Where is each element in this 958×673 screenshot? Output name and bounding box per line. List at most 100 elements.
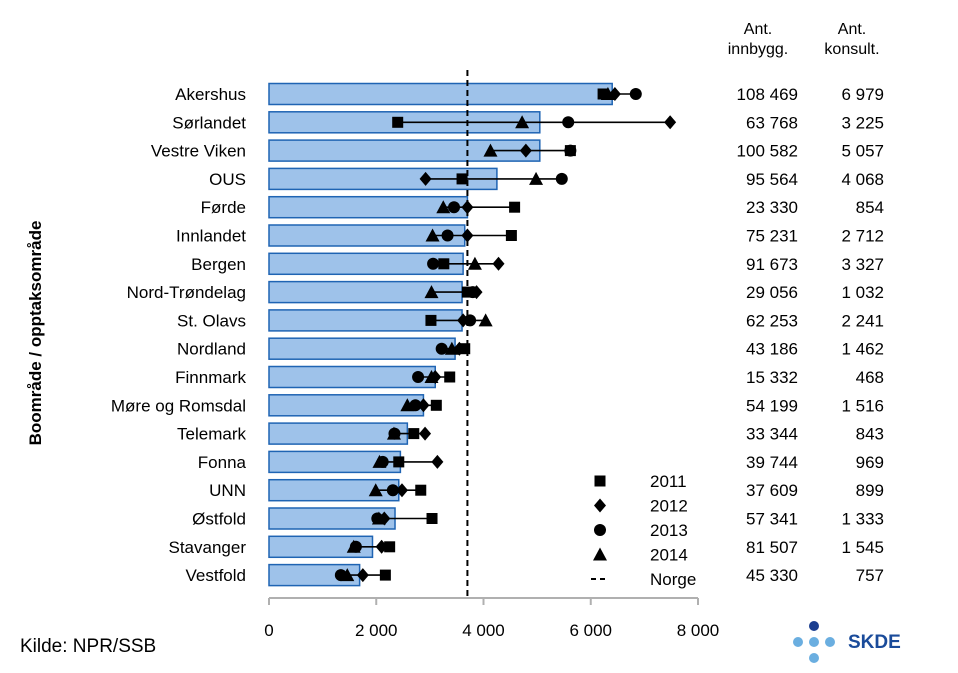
marker-2011-14 xyxy=(415,484,427,496)
konsult-value-2: 5 057 xyxy=(841,142,884,161)
range-lines-group xyxy=(340,93,671,576)
x-tick-label-2: 4 000 xyxy=(462,621,505,640)
konsult-value-5: 2 712 xyxy=(841,227,884,246)
marker-2014-14 xyxy=(368,483,383,497)
marker-2014-15 xyxy=(371,511,386,525)
innbygg-value-1: 63 768 xyxy=(746,113,798,132)
bars-group xyxy=(268,82,613,587)
marker-2012-1 xyxy=(664,115,677,130)
marker-2011-0 xyxy=(597,88,609,100)
category-label-4: Førde xyxy=(201,198,246,217)
marker-2011-4 xyxy=(509,201,521,213)
konsult-value-7: 1 032 xyxy=(841,283,884,302)
marker-2013-7 xyxy=(466,286,479,299)
legend-marker-y2011 xyxy=(594,475,606,487)
konsult-value-1: 3 225 xyxy=(841,113,884,132)
marker-2014-0 xyxy=(600,87,615,100)
konsult-value-8: 2 241 xyxy=(841,311,884,330)
marker-2013-4 xyxy=(448,201,461,214)
markers-group xyxy=(334,87,677,583)
innbygg-value-9: 43 186 xyxy=(746,340,798,359)
column-header-konsult-0: Ant. xyxy=(838,21,866,38)
innbygg-value-13: 39 744 xyxy=(746,453,798,472)
konsult-value-15: 1 333 xyxy=(841,510,884,529)
category-label-10: Finnmark xyxy=(175,368,246,387)
legend-marker-y2013 xyxy=(594,524,606,536)
bar-9 xyxy=(268,337,456,360)
category-label-3: OUS xyxy=(209,170,246,189)
legend: 2011 2012 2013 2014 Norge xyxy=(591,472,696,589)
marker-2011-16 xyxy=(384,541,396,553)
category-label-9: Nordland xyxy=(177,340,246,359)
innbygg-value-4: 23 330 xyxy=(746,198,798,217)
bar-4 xyxy=(268,195,469,219)
category-label-16: Stavanger xyxy=(169,538,247,557)
logo-dot-4 xyxy=(809,653,819,663)
bar-12 xyxy=(268,422,409,445)
marker-2013-3 xyxy=(555,172,568,185)
konsult-value-6: 3 327 xyxy=(841,255,884,274)
marker-2012-17 xyxy=(356,568,369,583)
marker-2014-16 xyxy=(346,539,361,553)
legend-label-y2014: 2014 xyxy=(650,546,688,565)
marker-2014-17 xyxy=(340,568,355,582)
marker-2012-14 xyxy=(395,483,408,498)
marker-2014-12 xyxy=(386,426,401,440)
konsult-value-16: 1 545 xyxy=(841,538,884,557)
innbygg-value-2: 100 582 xyxy=(737,142,798,161)
innbygg-value-11: 54 199 xyxy=(746,396,798,415)
marker-2012-11 xyxy=(417,398,430,413)
innbygg-value-15: 57 341 xyxy=(746,510,798,529)
innbygg-value-6: 91 673 xyxy=(746,255,798,274)
logo-dot-0 xyxy=(809,621,819,631)
logo-dot-3 xyxy=(825,637,835,647)
category-label-12: Telemark xyxy=(177,425,246,444)
marker-2014-1 xyxy=(515,115,530,129)
category-label-17: Vestfold xyxy=(186,566,247,585)
category-label-13: Fonna xyxy=(198,453,247,472)
category-label-8: St. Olavs xyxy=(177,311,246,330)
innbygg-value-12: 33 344 xyxy=(746,425,798,444)
x-tick-label-3: 6 000 xyxy=(569,621,612,640)
category-label-15: Østfold xyxy=(192,510,246,529)
category-label-11: Møre og Romsdal xyxy=(111,396,246,415)
marker-2013-10 xyxy=(412,371,425,383)
konsult-value-4: 854 xyxy=(856,198,884,217)
column-header-konsult-1: konsult. xyxy=(824,41,879,58)
marker-2013-6 xyxy=(427,257,440,270)
marker-2011-11 xyxy=(430,399,442,411)
category-label-5: Innlandet xyxy=(176,227,246,246)
marker-2011-12 xyxy=(408,428,420,440)
legend-marker-y2014 xyxy=(593,547,607,561)
innbygg-value-14: 37 609 xyxy=(746,481,798,500)
marker-2012-12 xyxy=(419,426,432,441)
marker-2014-10 xyxy=(424,370,439,383)
marker-2011-6 xyxy=(438,258,450,270)
marker-2012-6 xyxy=(492,256,505,271)
marker-2011-3 xyxy=(456,173,468,185)
logo-text: SKDE xyxy=(848,632,901,653)
bar-0 xyxy=(268,82,613,106)
innbygg-value-17: 45 330 xyxy=(746,566,798,585)
legend-label-y2011: 2011 xyxy=(650,472,687,491)
category-label-14: UNN xyxy=(209,481,246,500)
konsult-value-3: 4 068 xyxy=(841,170,884,189)
marker-2014-7 xyxy=(424,285,439,299)
marker-2013-5 xyxy=(441,229,454,242)
marker-2012-4 xyxy=(461,200,474,215)
innbygg-value-16: 81 507 xyxy=(746,538,798,557)
innbygg-value-5: 75 231 xyxy=(746,227,798,246)
category-label-7: Nord-Trøndelag xyxy=(127,283,246,302)
marker-2012-5 xyxy=(461,228,474,243)
marker-2013-2 xyxy=(564,144,577,157)
marker-2014-13 xyxy=(372,454,387,468)
legend-marker-y2012 xyxy=(594,498,606,513)
logo-dot-2 xyxy=(809,637,819,647)
marker-2012-13 xyxy=(431,454,444,469)
innbygg-value-8: 62 253 xyxy=(746,311,798,330)
category-label-0: Akershus xyxy=(175,85,246,104)
legend-label-y2013: 2013 xyxy=(650,521,688,540)
legend-label-y2012: 2012 xyxy=(650,497,688,516)
innbygg-value-10: 15 332 xyxy=(746,368,798,387)
